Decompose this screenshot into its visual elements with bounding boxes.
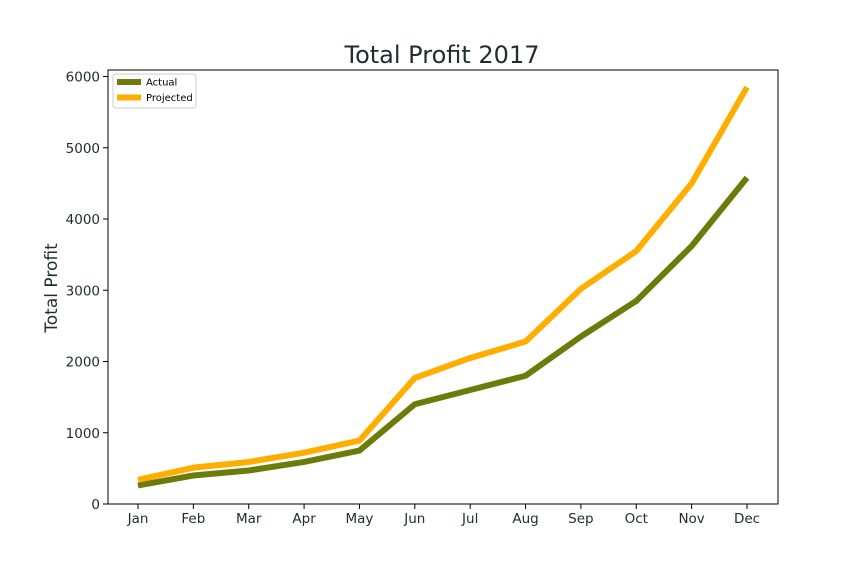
x-tick-label: Mar xyxy=(236,511,262,527)
series-line-projected xyxy=(137,85,750,483)
x-tick-label: Aug xyxy=(512,511,538,527)
legend: Actual Projected xyxy=(112,73,197,109)
legend-label-actual: Actual xyxy=(146,78,177,89)
y-axis-label: Total Profit xyxy=(42,243,62,334)
x-tick-label: Apr xyxy=(292,511,316,527)
y-tick-label: 1000 xyxy=(66,426,100,442)
x-tick-label: Dec xyxy=(734,511,760,527)
y-tick-label: 4000 xyxy=(66,212,100,228)
x-tick-label: Oct xyxy=(625,511,648,527)
x-tick-label: Sep xyxy=(568,511,593,527)
x-tick-label: Jul xyxy=(461,511,478,527)
chart-title: Total Profit 2017 xyxy=(344,41,540,69)
x-tick-label: Jun xyxy=(403,511,425,527)
y-tick-label: 2000 xyxy=(66,355,100,371)
x-tick-label: Feb xyxy=(181,511,205,527)
plot-area: 0 1000 2000 3000 4000 5000 6000 Jan Feb Mar Apr May… xyxy=(66,69,779,527)
y-tick-label: 3000 xyxy=(66,283,100,299)
x-tick-label: May xyxy=(345,511,373,527)
y-tick-label: 0 xyxy=(91,497,100,513)
x-tick-label: Jan xyxy=(127,511,149,527)
x-tick-label: Nov xyxy=(678,511,704,527)
y-tick-label: 6000 xyxy=(66,70,100,86)
plot-frame xyxy=(107,69,779,505)
legend-label-projected: Projected xyxy=(146,93,193,104)
series-line-actual xyxy=(137,175,750,489)
y-tick-label: 5000 xyxy=(66,141,100,157)
